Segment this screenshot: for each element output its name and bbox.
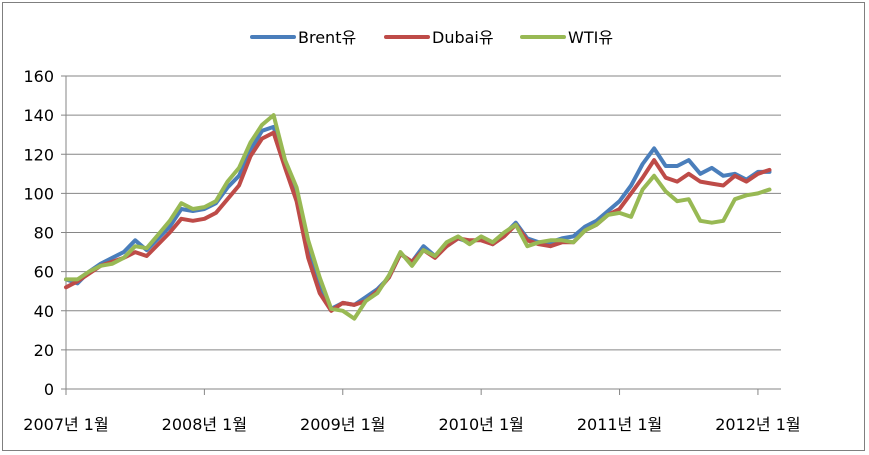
legend-item: Dubai유 [384, 28, 494, 47]
x-tick-label: 2012년 1월 [715, 415, 800, 434]
chart-frame [2, 2, 865, 451]
y-tick-label: 120 [23, 145, 54, 164]
series-line [64, 113, 772, 321]
series-lines [64, 113, 772, 321]
x-tick-label: 2011년 1월 [577, 415, 662, 434]
legend: Brent유 Dubai유 WTI유 [250, 28, 613, 47]
legend-item: WTI유 [520, 28, 613, 47]
gridlines [66, 75, 781, 351]
y-tick-label: 160 [23, 67, 54, 86]
legend-item: Brent유 [250, 28, 356, 47]
y-tick-label: 40 [34, 302, 54, 321]
legend-label: Dubai유 [432, 28, 494, 47]
x-tick-label: 2007년 1월 [23, 415, 108, 434]
y-tick-label: 80 [34, 224, 54, 243]
y-tick-label: 60 [34, 263, 54, 282]
axes [61, 75, 781, 395]
x-tick-label: 2009년 1월 [300, 415, 385, 434]
x-tick-label: 2008년 1월 [162, 415, 247, 434]
legend-label: WTI유 [568, 28, 613, 47]
y-axis-tick-labels: 0 20 40 60 80 100 120 140 160 [23, 67, 54, 399]
y-tick-label: 0 [44, 380, 54, 399]
y-tick-label: 100 [23, 184, 54, 203]
x-axis-tick-labels: 2007년 1월 2008년 1월 2009년 1월 2010년 1월 2011년 1월… [23, 415, 800, 434]
x-tick-label: 2010년 1월 [438, 415, 523, 434]
y-tick-label: 20 [34, 341, 54, 360]
y-tick-label: 140 [23, 106, 54, 125]
legend-label: Brent유 [298, 28, 356, 47]
